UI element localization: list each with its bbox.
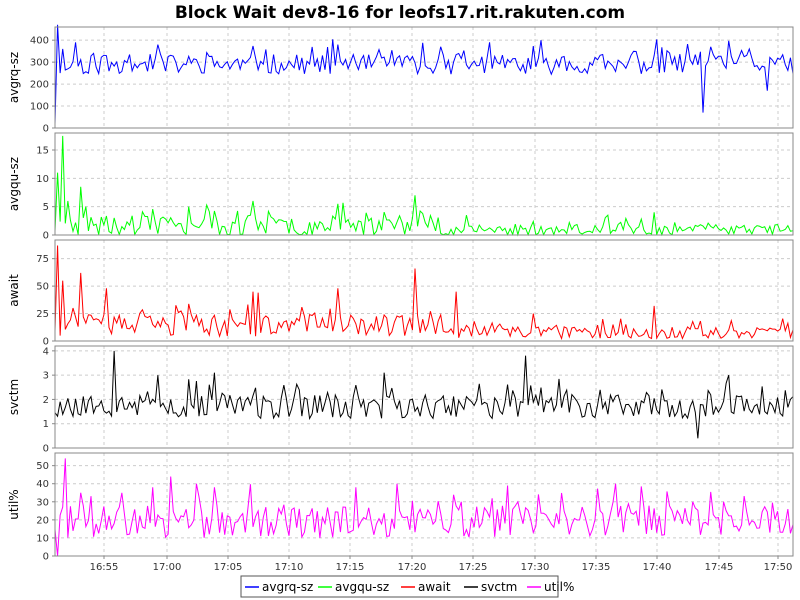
y-tick-label: 10 bbox=[36, 533, 49, 544]
legend: avgrq-sz avgqu-sz await svctm util% bbox=[240, 575, 574, 598]
y-tick-label: 400 bbox=[30, 36, 49, 47]
y-tick-label: 100 bbox=[30, 102, 49, 113]
plot-border bbox=[54, 452, 794, 557]
x-tick-label: 17:50 bbox=[764, 562, 793, 573]
y-tick-label: 20 bbox=[36, 515, 49, 526]
y-tick-label: 40 bbox=[36, 479, 49, 490]
plot-area bbox=[55, 27, 793, 128]
plot-area bbox=[55, 453, 793, 556]
legend-label: avgqu-sz bbox=[335, 580, 389, 594]
y-tick-label: 3 bbox=[43, 371, 49, 382]
y-tick-label: 15 bbox=[36, 146, 49, 157]
y-tick-label: 0 bbox=[43, 231, 49, 242]
x-tick-label: 17:20 bbox=[398, 562, 427, 573]
legend-label: avgrq-sz bbox=[262, 580, 313, 594]
y-tick-label: 4 bbox=[43, 346, 49, 357]
legend-item: util% bbox=[527, 580, 574, 594]
y-tick-label: 10 bbox=[36, 174, 49, 185]
y-tick-label: 25 bbox=[36, 309, 49, 320]
legend-label: await bbox=[418, 580, 451, 594]
legend-label: svctm bbox=[481, 580, 517, 594]
plot-border bbox=[54, 26, 794, 129]
plot-area bbox=[55, 346, 793, 448]
plot-border bbox=[54, 132, 794, 236]
x-tick-label: 17:30 bbox=[521, 562, 550, 573]
y-tick-label: 30 bbox=[36, 497, 49, 508]
x-tick-label: 17:35 bbox=[582, 562, 611, 573]
y-axis-label: await bbox=[7, 274, 21, 307]
x-tick-label: 17:40 bbox=[643, 562, 672, 573]
y-tick-label: 200 bbox=[30, 80, 49, 91]
plot-border bbox=[54, 239, 794, 342]
y-tick-label: 0 bbox=[43, 552, 49, 563]
x-tick-label: 16:55 bbox=[90, 562, 119, 573]
y-tick-label: 0 bbox=[43, 337, 49, 348]
x-tick-label: 17:45 bbox=[705, 562, 734, 573]
x-tick-label: 17:25 bbox=[459, 562, 488, 573]
x-tick-label: 17:15 bbox=[336, 562, 365, 573]
plot-border bbox=[54, 345, 794, 449]
y-tick-label: 50 bbox=[36, 282, 49, 293]
legend-label: util% bbox=[544, 580, 574, 594]
y-tick-label: 50 bbox=[36, 461, 49, 472]
legend-item: await bbox=[401, 580, 451, 594]
series-line-utilpct bbox=[54, 458, 794, 557]
panel-avgqu-sz: 0 5 10 15 avgqu-sz bbox=[7, 132, 794, 242]
y-axis-label: util% bbox=[7, 489, 21, 519]
panel-svctm: 0 1 2 3 4 svctm bbox=[7, 345, 794, 455]
y-tick-label: 2 bbox=[43, 395, 49, 406]
legend-box bbox=[240, 575, 559, 598]
series-line-await bbox=[54, 245, 794, 341]
y-axis-label: svctm bbox=[7, 379, 21, 415]
chart-title: Block Wait dev8-16 for leofs17.rit.rakut… bbox=[175, 3, 625, 23]
legend-item: avgqu-sz bbox=[318, 580, 389, 594]
y-axis-label: avgrq-sz bbox=[7, 52, 21, 103]
panel-await: 0 25 50 75 await bbox=[7, 239, 794, 348]
y-tick-label: 1 bbox=[43, 419, 49, 430]
y-tick-label: 75 bbox=[36, 254, 49, 265]
y-tick-label: 0 bbox=[43, 444, 49, 455]
x-tick-label: 17:05 bbox=[214, 562, 243, 573]
y-tick-label: 0 bbox=[43, 124, 49, 135]
y-tick-label: 300 bbox=[30, 58, 49, 69]
legend-item: svctm bbox=[464, 580, 517, 594]
x-tick-label: 17:00 bbox=[153, 562, 182, 573]
y-axis-label: avgqu-sz bbox=[7, 157, 21, 211]
panel-utilpct: 0 10 20 30 40 50 util% bbox=[7, 452, 794, 563]
legend-item: avgrq-sz bbox=[245, 580, 313, 594]
y-tick-label: 5 bbox=[43, 202, 49, 213]
panel-avgrq-sz: 0 100 200 300 400 avgrq-sz bbox=[7, 24, 794, 135]
series-line-svctm bbox=[54, 350, 794, 439]
series-line-avgrq-sz bbox=[54, 24, 794, 124]
x-tick-label: 17:10 bbox=[275, 562, 304, 573]
series-line-avgqu-sz bbox=[54, 135, 794, 237]
